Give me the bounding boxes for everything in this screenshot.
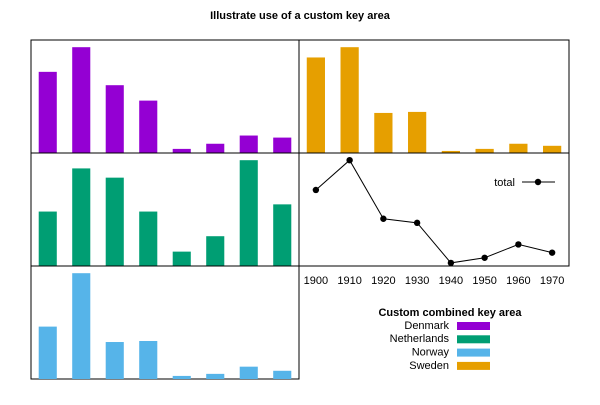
bar [172,148,191,153]
legend-title: Custom combined key area [378,307,522,319]
bar [105,177,124,266]
legend-label: Netherlands [390,333,450,345]
x-tick-label: 1940 [439,275,463,287]
bar [273,204,292,266]
point [413,219,421,227]
point [481,254,488,261]
point [515,241,522,248]
bar [206,373,225,379]
point [312,186,320,194]
bar [172,251,191,266]
bar [139,100,158,153]
bar [139,340,158,379]
bar [72,273,91,379]
legend-label: Sweden [409,360,449,372]
bar [206,236,225,266]
legend-swatch [457,348,490,357]
x-tick-label: 1970 [540,275,564,287]
panel-frame [298,39,570,154]
legend-swatch [457,335,490,344]
point [447,259,455,267]
bar [239,135,258,153]
bar [306,57,325,153]
bar [543,145,562,153]
point [380,215,387,222]
x-tick-label: 1920 [371,275,395,287]
bar [273,137,292,153]
legend-marker [534,178,542,186]
point [346,156,353,164]
line [315,159,553,264]
bar [72,168,91,266]
bar [273,370,292,379]
panel-frame [298,152,570,267]
legend-swatch [457,322,490,330]
point [548,249,556,256]
x-tick-label: 1900 [304,275,328,287]
bar [239,160,258,266]
bar [441,150,460,153]
bar [475,148,494,153]
legend-label: total [494,177,515,189]
x-tick-label: 1910 [337,275,361,287]
x-tick-label: 1960 [506,275,530,287]
bar [206,143,225,153]
legend-label: Norway [412,347,450,359]
bar [408,111,427,153]
bar [509,143,528,153]
chart-title: Illustrate use of a custom key area [210,10,391,22]
bar [172,375,191,379]
panel-frame [30,152,300,267]
bar [38,326,57,379]
bar [239,366,258,379]
x-tick-label: 1950 [472,275,496,287]
bar [72,47,91,153]
bar [139,211,158,266]
bar [374,112,393,153]
panel-frame [30,39,300,154]
x-tick-label: 1930 [405,275,429,287]
legend-label: Denmark [404,320,449,332]
legend-swatch [457,361,490,370]
bar [105,342,124,379]
bar [38,211,57,266]
bar [105,85,124,153]
bar [340,47,359,153]
bar [38,71,57,153]
panel-frame [30,265,300,380]
